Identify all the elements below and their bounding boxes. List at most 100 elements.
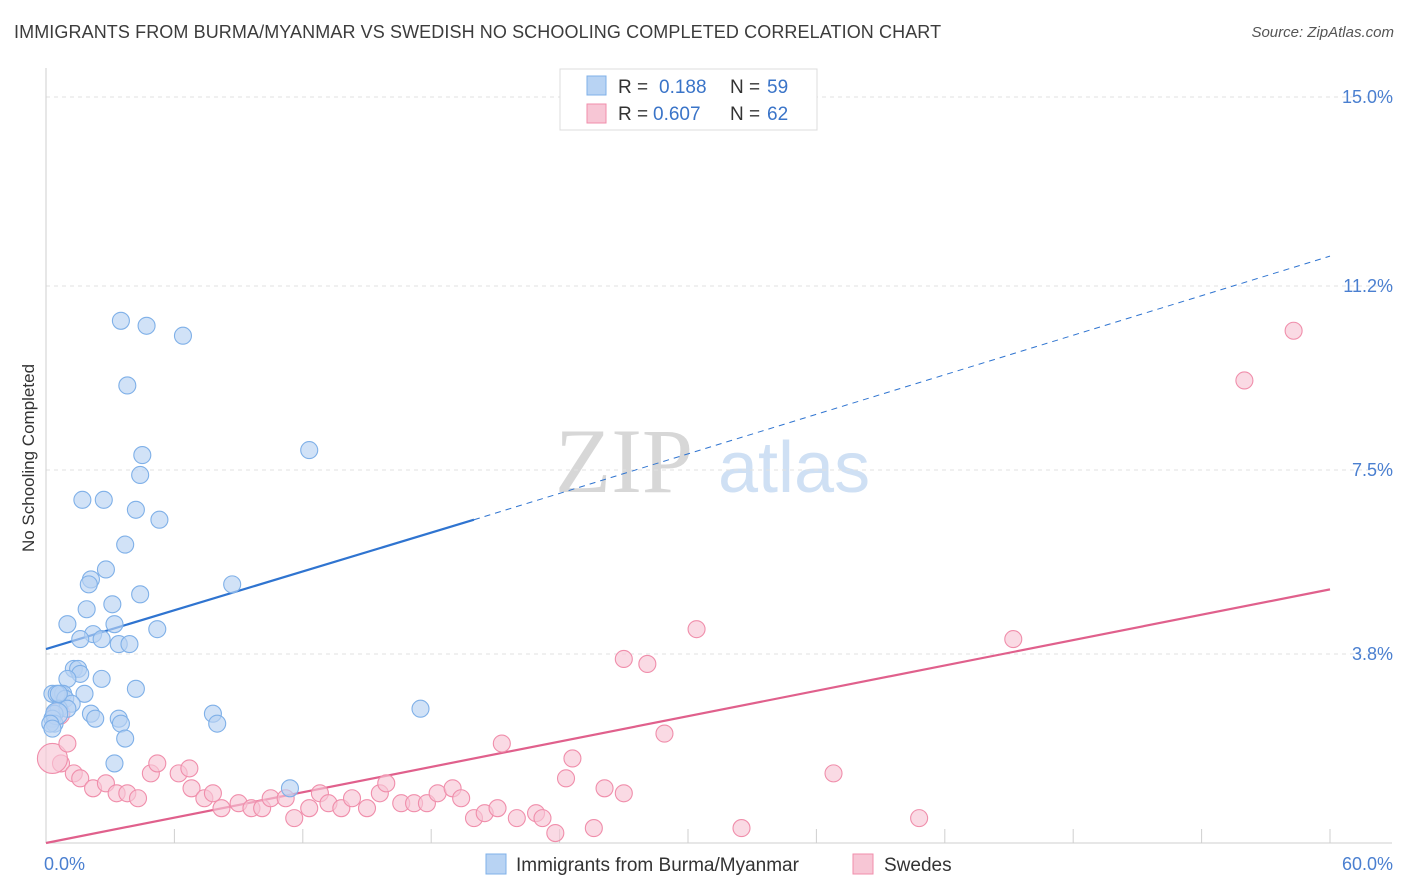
point-burma-14 xyxy=(79,575,98,594)
bottom-legend-swatch-swedes xyxy=(852,853,874,875)
y-tick-label-3: 15.0% xyxy=(1342,87,1393,107)
chart-title: IMMIGRANTS FROM BURMA/MYANMAR VS SWEDISH… xyxy=(14,22,942,42)
point-burma-19 xyxy=(58,615,77,634)
point-swedes-36 xyxy=(342,789,362,808)
point-swedes-53 xyxy=(556,769,576,788)
point-swedes-39 xyxy=(377,774,396,793)
legend-n-label-swedes: N = xyxy=(730,104,760,125)
point-burma-12 xyxy=(96,560,115,579)
point-burma-47 xyxy=(111,714,130,733)
point-burma-16 xyxy=(131,585,150,604)
point-swedes-49 xyxy=(507,809,526,828)
y-tick-label-0: 3.8% xyxy=(1352,644,1393,664)
point-swedes-6 xyxy=(655,724,674,743)
legend-r-value-swedes: 0.607 xyxy=(653,104,701,125)
point-swedes-37 xyxy=(357,799,377,818)
watermark-atlas: atlas xyxy=(718,428,870,508)
point-burma-3 xyxy=(118,376,137,395)
bottom-legend: Immigrants from Burma/Myanmar Swedes xyxy=(485,853,952,876)
point-burma-4 xyxy=(133,446,152,465)
point-swedes-4 xyxy=(614,649,633,669)
y-tick-label-1: 7.5% xyxy=(1352,460,1393,480)
point-swedes-32 xyxy=(300,799,319,818)
point-swedes-1 xyxy=(1235,371,1254,390)
point-swedes-59 xyxy=(36,742,68,775)
point-burma-11 xyxy=(116,535,135,554)
point-swedes-45 xyxy=(452,789,471,808)
point-burma-10 xyxy=(150,510,169,529)
point-swedes-48 xyxy=(488,799,507,818)
point-swedes-7 xyxy=(492,734,511,753)
point-swedes-52 xyxy=(546,824,565,843)
point-burma-9 xyxy=(126,500,145,519)
point-swedes-12 xyxy=(71,769,90,788)
legend-n-value-burma: 59 xyxy=(767,77,788,98)
y-tick-label-2: 11.2% xyxy=(1343,276,1393,296)
point-swedes-3 xyxy=(687,620,706,639)
point-swedes-0 xyxy=(1284,321,1303,340)
point-burma-50 xyxy=(116,729,135,748)
point-swedes-24 xyxy=(203,784,222,803)
point-swedes-19 xyxy=(148,754,167,773)
point-burma-24 xyxy=(92,630,111,649)
point-burma-18 xyxy=(77,600,96,619)
point-burma-8 xyxy=(94,490,113,509)
point-burma-51 xyxy=(105,754,124,773)
legend-swatch-burma xyxy=(586,75,607,96)
point-swedes-57 xyxy=(732,819,751,838)
legend-n-label-burma: N = xyxy=(730,77,760,98)
point-swedes-25 xyxy=(212,799,231,818)
point-swedes-54 xyxy=(584,819,603,838)
legend-n-value-swedes: 62 xyxy=(767,104,788,125)
point-swedes-31 xyxy=(285,809,304,828)
legend-r-label-swedes: R = xyxy=(618,104,648,125)
point-burma-57 xyxy=(43,719,62,738)
legend-box: R = 0.188 N = 59 R = 0.607 N = 62 xyxy=(559,68,818,131)
point-swedes-9 xyxy=(824,764,843,783)
point-burma-1 xyxy=(137,316,156,335)
trend-line-burma-projection xyxy=(473,255,1331,521)
point-burma-0 xyxy=(111,311,130,330)
point-swedes-55 xyxy=(595,779,614,798)
point-burma-36 xyxy=(75,684,94,703)
point-burma-58 xyxy=(49,684,68,703)
x-tick-label-right: 60.0% xyxy=(1342,854,1393,874)
bottom-legend-swatch-burma xyxy=(485,853,507,875)
legend-r-label-burma: R = xyxy=(618,77,648,98)
point-swedes-43 xyxy=(428,784,447,803)
point-burma-49 xyxy=(86,709,105,728)
x-tick-label-left: 0.0% xyxy=(44,854,85,874)
point-swedes-5 xyxy=(638,654,657,674)
legend-swatch-swedes xyxy=(586,103,607,124)
point-burma-15 xyxy=(223,575,242,594)
point-burma-32 xyxy=(126,679,145,698)
point-swedes-8 xyxy=(563,749,582,768)
point-swedes-56 xyxy=(614,784,633,803)
point-swedes-21 xyxy=(180,759,199,778)
point-swedes-22 xyxy=(182,779,201,798)
point-burma-2 xyxy=(173,326,193,345)
watermark-zip: ZIP xyxy=(555,410,693,512)
watermark: ZIP atlas xyxy=(555,410,870,512)
point-burma-6 xyxy=(131,465,150,485)
point-burma-26 xyxy=(120,635,139,654)
point-burma-31 xyxy=(92,669,111,688)
point-burma-48 xyxy=(208,714,227,733)
point-burma-17 xyxy=(103,595,122,614)
trend-lines xyxy=(45,255,1331,845)
point-burma-23 xyxy=(71,630,90,649)
point-burma-52 xyxy=(280,779,300,798)
bottom-legend-label-swedes: Swedes xyxy=(884,855,952,876)
point-burma-20 xyxy=(105,615,124,634)
point-burma-7 xyxy=(73,490,92,509)
data-points xyxy=(36,311,1303,843)
point-burma-21 xyxy=(148,620,167,639)
legend-r-value-burma: 0.188 xyxy=(659,77,707,98)
point-swedes-61 xyxy=(58,734,77,753)
y-axis-label: No Schooling Completed xyxy=(19,364,38,552)
point-swedes-17 xyxy=(128,789,148,808)
point-swedes-2 xyxy=(1004,630,1023,649)
tick-labels: 3.8% 7.5% 11.2% 15.0% 0.0% 60.0% xyxy=(44,87,1393,874)
point-swedes-51 xyxy=(533,809,552,828)
chart-source: Source: ZipAtlas.com xyxy=(1251,24,1394,41)
